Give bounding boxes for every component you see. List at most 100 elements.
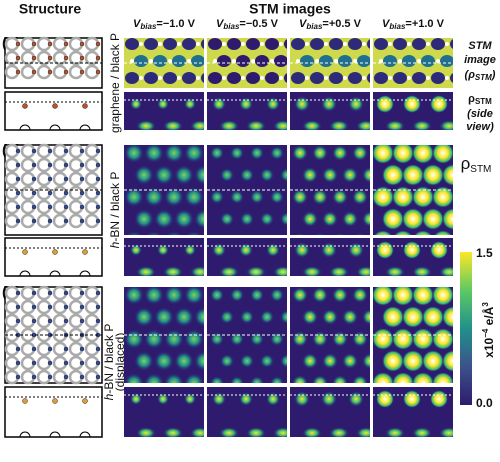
side-spot: [294, 242, 310, 258]
spot: [240, 168, 254, 182]
spot: [230, 190, 244, 204]
spot: [322, 167, 338, 183]
spot: [392, 145, 414, 164]
side-spot: [385, 427, 405, 437]
spot: [166, 231, 182, 235]
atom: [63, 148, 69, 154]
hole: [393, 38, 407, 50]
atom: [79, 190, 85, 196]
atom: [15, 318, 21, 324]
spot: [250, 332, 264, 346]
spot: [126, 231, 142, 235]
side-spot: [430, 241, 448, 259]
spot: [230, 332, 244, 346]
spot: [312, 287, 328, 303]
colorbar-min: 0.0: [476, 396, 493, 410]
atom: [63, 304, 69, 310]
side-spot: [130, 98, 142, 110]
bright: [426, 42, 430, 46]
hole: [367, 39, 370, 49]
spot: [292, 287, 308, 303]
hole: [265, 38, 279, 50]
spot: [230, 376, 244, 383]
atom: [79, 148, 85, 154]
hole: [153, 55, 167, 67]
atom: [31, 176, 37, 182]
bright: [222, 76, 226, 80]
spot: [342, 167, 358, 183]
spot: [393, 230, 413, 235]
atom: [15, 346, 21, 352]
hole: [329, 38, 343, 50]
spot: [373, 287, 394, 306]
hole: [310, 38, 324, 50]
atom: [95, 290, 101, 296]
stm-side: [376, 390, 453, 437]
structure-box: [4, 91, 103, 131]
atom: [15, 69, 21, 75]
stm-image: [124, 287, 204, 383]
spot: [392, 372, 414, 383]
colorbar: [460, 252, 472, 405]
spot: [250, 288, 264, 302]
atom: [63, 41, 69, 47]
atom: [47, 190, 53, 196]
bias-sub: bias: [223, 22, 240, 31]
bright: [417, 59, 421, 63]
spot: [392, 328, 414, 350]
bright: [177, 76, 181, 80]
side-spot: [348, 96, 364, 112]
spot: [382, 164, 404, 186]
bright: [279, 76, 283, 80]
atom: [47, 41, 53, 47]
bright: [251, 59, 255, 63]
spot: [413, 230, 433, 235]
spot: [402, 208, 424, 230]
note-line: (side: [467, 108, 493, 120]
spot: [144, 145, 164, 163]
side-spot: [403, 95, 421, 113]
bright: [436, 59, 440, 63]
hole: [246, 72, 260, 84]
structure-box: [4, 237, 103, 277]
spot: [240, 310, 254, 324]
atom: [15, 55, 21, 61]
colorbar-max: 1.5: [476, 246, 493, 260]
spot: [164, 287, 184, 305]
spot: [292, 145, 308, 161]
spot: [280, 168, 287, 182]
spot: [342, 309, 358, 325]
hole: [412, 38, 426, 50]
spot: [354, 233, 366, 235]
hole: [374, 38, 388, 50]
spot: [342, 211, 358, 227]
atom-bottom: [49, 270, 61, 277]
spot: [134, 165, 154, 185]
bright: [334, 59, 338, 63]
side-spot: [219, 120, 239, 130]
atom: [15, 304, 21, 310]
spot: [292, 331, 308, 347]
atom: [63, 318, 69, 324]
atom: [95, 176, 101, 182]
atom: [52, 103, 58, 109]
spot: [174, 307, 194, 327]
spot: [312, 189, 328, 205]
side-spot: [212, 97, 226, 111]
atom: [47, 218, 53, 224]
bias-symbol: V: [133, 18, 142, 30]
bias-sub: bias: [306, 22, 323, 31]
spot: [373, 186, 394, 208]
atom-bottom: [19, 431, 31, 438]
side-spot: [439, 266, 453, 276]
spot: [352, 145, 368, 161]
atom: [47, 69, 53, 75]
bias-label: Vbias=−0.5 V: [216, 18, 279, 31]
side-spot: [239, 392, 253, 406]
spot: [352, 375, 368, 383]
atom: [31, 374, 37, 380]
spot: [186, 231, 202, 235]
atom: [79, 374, 85, 380]
atom: [15, 204, 21, 210]
spot: [146, 231, 162, 235]
